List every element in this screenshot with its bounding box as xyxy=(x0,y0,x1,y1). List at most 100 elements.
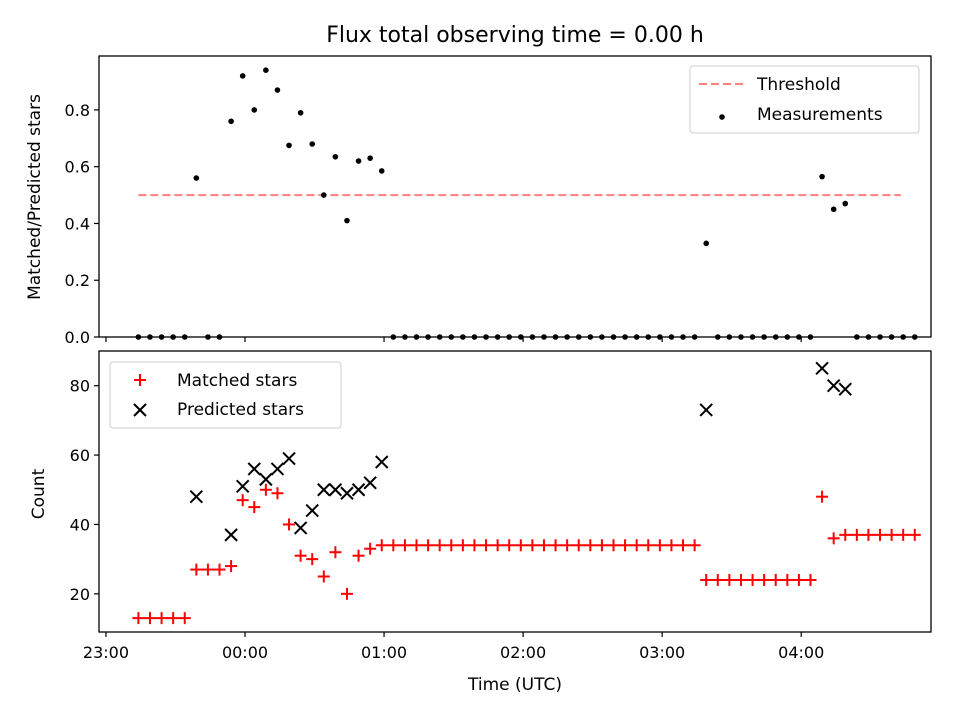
top-legend: Threshold Measurements xyxy=(689,65,920,134)
matched-star-point xyxy=(885,528,898,541)
matched-star-point xyxy=(433,539,446,552)
predicted-star-point xyxy=(328,483,343,497)
measurement-point xyxy=(309,141,316,147)
matched-star-point xyxy=(213,563,226,576)
measurement-point xyxy=(263,67,269,73)
bottom-ytick-label: 60 xyxy=(70,446,90,465)
matched-star-point xyxy=(827,532,840,545)
predicted-star-point xyxy=(282,451,296,466)
bottom-ytick-label: 80 xyxy=(70,377,90,396)
measurement-point xyxy=(830,206,837,213)
bottom-xtick-label: 00:00 xyxy=(222,643,268,662)
top-ytick-label: 0.2 xyxy=(65,271,90,290)
matched-star-point xyxy=(630,539,643,552)
matched-star-point xyxy=(874,528,887,541)
matched-star-point xyxy=(445,539,458,552)
matched-star-point xyxy=(364,542,377,555)
matched-star-point xyxy=(294,549,307,562)
matched-star-point xyxy=(688,539,701,552)
matched-star-point xyxy=(340,587,353,600)
matched-star-point xyxy=(572,539,585,552)
threshold-legend-label: Threshold xyxy=(756,75,841,95)
matched-star-point xyxy=(839,528,852,541)
bottom-y-axis: 20 40 60 80 xyxy=(70,377,99,604)
top-y-axis: 0.0 0.2 0.4 0.6 0.8 xyxy=(65,101,99,347)
matched-star-point xyxy=(607,539,620,552)
matched-star-point xyxy=(734,573,747,586)
bottom-data-layer xyxy=(132,361,921,625)
top-y-axis-label: Matched/Predicted stars xyxy=(25,94,45,300)
matched-star-point xyxy=(271,487,284,500)
matched-star-point xyxy=(352,549,365,562)
matched-star-point xyxy=(642,539,655,552)
predicted-star-point xyxy=(815,361,829,376)
matched-star-point xyxy=(167,612,180,625)
matched-star-point xyxy=(746,573,759,586)
bottom-legend-box xyxy=(109,361,342,429)
matched-star-point xyxy=(456,539,469,552)
matched-star-point xyxy=(769,573,782,586)
top-ytick-label: 0.8 xyxy=(65,101,90,120)
predicted-star-point xyxy=(189,489,204,504)
matched-star-point xyxy=(155,612,168,625)
measurements-legend-handle xyxy=(719,114,725,120)
predicted-legend-label: Predicted stars xyxy=(177,400,304,420)
measurement-point xyxy=(239,73,246,79)
matched-star-point xyxy=(549,539,562,552)
matched-star-point xyxy=(398,539,411,552)
predicted-star-point xyxy=(293,521,308,535)
bottom-y-axis-label: Count xyxy=(29,468,49,519)
predicted-star-point xyxy=(363,476,377,490)
predicted-star-point xyxy=(826,378,841,393)
measurement-point xyxy=(819,173,825,180)
measurement-point xyxy=(321,192,327,198)
matched-star-point xyxy=(804,573,817,586)
measurement-point xyxy=(378,168,385,174)
measurement-point xyxy=(286,142,292,149)
top-x-axis xyxy=(105,337,802,342)
figure-title: Flux total observing time = 0.00 h xyxy=(326,23,704,48)
bottom-ytick-label: 20 xyxy=(70,585,90,604)
matched-star-point xyxy=(190,563,203,576)
matched-star-point xyxy=(143,612,156,625)
bottom-ytick-label: 40 xyxy=(70,515,90,534)
matched-star-point xyxy=(584,539,597,552)
matched-star-point xyxy=(653,539,666,552)
matched-legend-label: Matched stars xyxy=(177,371,297,391)
matched-star-point xyxy=(248,501,261,514)
matched-star-point xyxy=(665,539,678,552)
matched-star-point xyxy=(375,539,388,552)
bottom-axes-frame xyxy=(98,350,932,633)
matched-star-point xyxy=(132,612,145,625)
top-legend-box xyxy=(689,65,920,134)
bottom-xtick-label: 04:00 xyxy=(778,643,824,662)
matched-star-point xyxy=(711,573,724,586)
matched-star-point xyxy=(816,490,829,503)
predicted-star-point xyxy=(247,462,261,476)
predicted-star-point xyxy=(351,483,366,497)
matched-legend-handle xyxy=(134,374,146,386)
matched-star-point xyxy=(792,573,805,586)
bottom-x-axis: 23:00 00:00 01:00 02:00 03:00 04:00 xyxy=(83,632,824,662)
matched-star-point xyxy=(862,528,875,541)
top-axes-frame xyxy=(98,55,932,338)
matched-star-point xyxy=(410,539,423,552)
matched-star-point xyxy=(908,528,921,541)
top-ytick-label: 0.0 xyxy=(65,328,90,347)
matched-star-point xyxy=(503,539,516,552)
bottom-xtick-label: 03:00 xyxy=(639,643,685,662)
measurement-point xyxy=(842,200,849,207)
bottom-xtick-label: 02:00 xyxy=(500,643,546,662)
matched-star-point xyxy=(201,563,214,576)
matched-star-point xyxy=(514,539,527,552)
predicted-star-point xyxy=(317,483,331,497)
matched-star-point xyxy=(468,539,481,552)
matched-star-point xyxy=(595,539,608,552)
predicted-star-point xyxy=(838,382,852,396)
matched-star-point xyxy=(422,539,435,552)
matched-star-point xyxy=(387,539,400,552)
matched-star-point xyxy=(758,573,771,586)
matched-star-point xyxy=(700,573,713,586)
